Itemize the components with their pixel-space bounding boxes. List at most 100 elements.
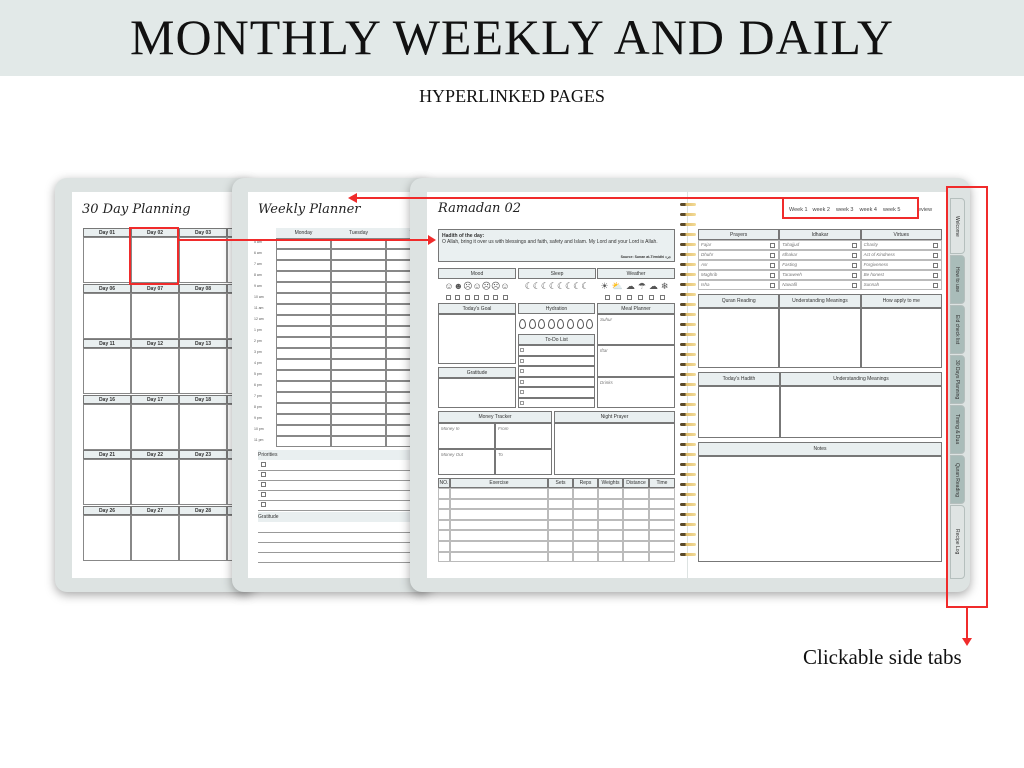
exercise-cell[interactable] xyxy=(573,530,598,541)
day-cell[interactable] xyxy=(83,403,131,450)
time-slot[interactable] xyxy=(386,315,423,326)
checklist-row[interactable]: Fasting xyxy=(779,260,861,270)
review-link[interactable]: eview xyxy=(918,207,933,213)
todo-checkbox[interactable] xyxy=(520,369,524,373)
time-slot[interactable] xyxy=(276,238,331,249)
exercise-cell[interactable] xyxy=(438,498,450,510)
time-slot[interactable] xyxy=(331,337,386,348)
checklist-row[interactable]: Charity xyxy=(860,240,942,250)
time-slot[interactable] xyxy=(276,337,331,348)
night-prayer-box[interactable] xyxy=(554,423,675,475)
checklist-row[interactable]: Nawafil xyxy=(779,280,861,290)
day-cell[interactable] xyxy=(83,348,131,394)
time-slot[interactable] xyxy=(386,403,423,414)
time-slot[interactable] xyxy=(386,436,423,447)
exercise-cell[interactable] xyxy=(438,541,450,552)
exercise-cell[interactable] xyxy=(573,509,598,520)
money-field[interactable]: From xyxy=(495,423,552,449)
day-cell[interactable] xyxy=(131,459,179,505)
checkbox[interactable] xyxy=(851,263,857,268)
checklist-row[interactable]: Sunnah xyxy=(860,280,942,290)
time-slot[interactable] xyxy=(331,414,386,425)
time-slot[interactable] xyxy=(386,260,423,271)
time-slot[interactable] xyxy=(276,436,331,447)
exercise-cell[interactable] xyxy=(598,530,623,541)
water-drop-icon[interactable] xyxy=(567,319,574,329)
checklist-row[interactable]: Be honest xyxy=(860,270,942,280)
exercise-cell[interactable] xyxy=(598,541,623,552)
weather-checkbox[interactable] xyxy=(605,295,610,300)
todo-row[interactable] xyxy=(518,366,595,377)
time-slot[interactable] xyxy=(331,282,386,293)
time-slot[interactable] xyxy=(331,326,386,337)
time-slot[interactable] xyxy=(386,271,423,282)
exercise-cell[interactable] xyxy=(450,530,548,541)
weather-checkbox[interactable] xyxy=(638,295,643,300)
time-slot[interactable] xyxy=(331,304,386,315)
time-slot[interactable] xyxy=(386,425,423,436)
exercise-cell[interactable] xyxy=(438,488,450,499)
exercise-cell[interactable] xyxy=(548,498,573,510)
checklist-row[interactable]: Maghrib xyxy=(698,270,780,280)
time-slot[interactable] xyxy=(276,315,331,326)
water-drop-icon[interactable] xyxy=(557,319,565,329)
mood-checkbox[interactable] xyxy=(446,295,451,300)
time-slot[interactable] xyxy=(276,249,331,260)
todo-checkbox[interactable] xyxy=(520,400,524,405)
time-slot[interactable] xyxy=(386,337,423,348)
exercise-cell[interactable] xyxy=(548,541,573,552)
time-slot[interactable] xyxy=(276,359,331,370)
exercise-cell[interactable] xyxy=(438,551,450,563)
checkbox[interactable] xyxy=(770,273,776,278)
exercise-cell[interactable] xyxy=(623,551,649,563)
time-slot[interactable] xyxy=(331,359,386,370)
time-slot[interactable] xyxy=(386,238,423,249)
goal-box[interactable] xyxy=(438,314,516,364)
checkbox[interactable] xyxy=(851,273,857,278)
checkbox[interactable] xyxy=(932,283,938,288)
day-cell[interactable] xyxy=(179,292,227,339)
weather-checkbox[interactable] xyxy=(649,295,654,300)
todo-checkbox[interactable] xyxy=(520,379,524,384)
time-slot[interactable] xyxy=(386,282,423,293)
checkbox[interactable] xyxy=(770,283,776,288)
checkbox[interactable] xyxy=(932,243,938,248)
exercise-cell[interactable] xyxy=(623,498,649,510)
mood-checkbox[interactable] xyxy=(493,295,499,300)
day-cell[interactable] xyxy=(179,514,227,561)
time-slot[interactable] xyxy=(386,348,423,359)
money-field[interactable]: Money Out xyxy=(438,449,495,475)
weather-icons[interactable]: ☀⛅☁☂☁❄ xyxy=(600,281,672,291)
checklist-row[interactable]: Taraweeh xyxy=(779,270,861,280)
day-cell[interactable] xyxy=(131,403,179,450)
week-link[interactable]: week 4 xyxy=(859,207,877,213)
exercise-cell[interactable] xyxy=(573,541,598,552)
time-slot[interactable] xyxy=(386,249,423,260)
time-slot[interactable] xyxy=(386,304,423,315)
checkbox[interactable] xyxy=(851,283,857,288)
exercise-cell[interactable] xyxy=(548,509,573,520)
side-tab-30-days-planning[interactable]: 30 Days Planning xyxy=(950,355,965,404)
time-slot[interactable] xyxy=(386,293,423,304)
time-slot[interactable] xyxy=(386,359,423,370)
side-tab-how-to-use[interactable]: How to use xyxy=(950,255,965,304)
exercise-cell[interactable] xyxy=(573,498,598,510)
time-slot[interactable] xyxy=(331,370,386,381)
checklist-row[interactable]: Forgiveness xyxy=(860,260,942,270)
exercise-cell[interactable] xyxy=(623,488,649,499)
exercise-cell[interactable] xyxy=(649,488,675,499)
checklist-row[interactable]: Act of Kindness xyxy=(860,250,942,260)
side-tab-welcome[interactable]: Welcome xyxy=(950,198,965,254)
time-slot[interactable] xyxy=(276,403,331,414)
water-drop-icon[interactable] xyxy=(528,319,536,329)
mood-checkbox[interactable] xyxy=(464,295,470,300)
day-cell[interactable] xyxy=(179,403,227,450)
exercise-cell[interactable] xyxy=(649,519,675,531)
water-drop-icon[interactable] xyxy=(576,319,584,329)
exercise-cell[interactable] xyxy=(598,551,623,563)
weather-checkbox[interactable] xyxy=(627,295,632,300)
time-slot[interactable] xyxy=(276,260,331,271)
exercise-cell[interactable] xyxy=(598,488,623,499)
side-tab-recipe-log[interactable]: Recipe Log xyxy=(950,505,965,579)
mood-checkbox[interactable] xyxy=(455,295,461,300)
